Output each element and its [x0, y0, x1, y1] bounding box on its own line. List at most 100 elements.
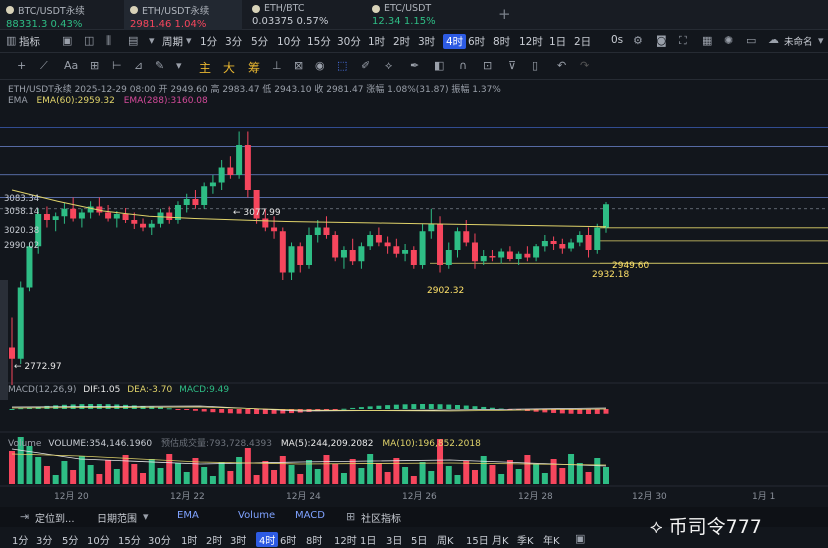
undo-icon[interactable]: ↶: [557, 59, 567, 72]
bottom-timeframe-14[interactable]: 3日: [386, 536, 403, 547]
bottom-timeframe-8[interactable]: 3时: [230, 536, 247, 547]
bottom-timeframe-6[interactable]: 1时: [181, 536, 198, 547]
bottom-timeframe-7[interactable]: 2时: [206, 536, 223, 547]
volume-bar: [419, 462, 426, 484]
brush-stroke-icon[interactable]: ✒: [410, 59, 420, 72]
period-button[interactable]: 周期: [162, 36, 183, 48]
scroll-handle[interactable]: [0, 280, 8, 400]
trendline-icon[interactable]: ⟋: [40, 59, 48, 72]
timeframe-13[interactable]: 1日: [549, 36, 567, 48]
cursor-icon[interactable]: ⬚: [337, 59, 348, 72]
timeframe-5[interactable]: 30分: [337, 36, 361, 48]
chevron-down-icon[interactable]: ▾: [818, 34, 824, 47]
ema-toggle[interactable]: EMA: [177, 510, 199, 521]
save-icon[interactable]: ▭: [746, 34, 757, 47]
cloud-icon[interactable]: ☁: [768, 33, 779, 46]
eye-icon[interactable]: ◉: [315, 59, 325, 72]
bottom-timeframe-17[interactable]: 15日: [466, 536, 489, 547]
bottom-timeframe-15[interactable]: 5日: [411, 536, 428, 547]
timeframe-6[interactable]: 1时: [368, 36, 386, 48]
lock-icon[interactable]: ⊡: [483, 59, 493, 72]
bottom-timeframe-12[interactable]: 12时: [334, 536, 357, 547]
timeframe-0[interactable]: 1分: [200, 36, 218, 48]
chevron-down-icon[interactable]: ▾: [176, 59, 182, 72]
bottom-timeframe-18[interactable]: 月K: [492, 536, 509, 547]
tab-3[interactable]: ETC/USDT 12.34 1.15%: [366, 0, 484, 30]
timeframe-2[interactable]: 5分: [251, 36, 269, 48]
brush-icon[interactable]: ✐: [361, 59, 371, 72]
calendar-icon[interactable]: ▣: [62, 34, 73, 47]
bottom-timeframe-0[interactable]: 1分: [12, 536, 29, 547]
text-icon[interactable]: Aa: [64, 59, 79, 72]
timeframe-3[interactable]: 10分: [277, 36, 301, 48]
pattern-icon[interactable]: ⊿: [134, 59, 144, 72]
timeframe-7[interactable]: 2时: [393, 36, 411, 48]
main-force-tool[interactable]: 主: [199, 61, 212, 75]
bottom-timeframe-16[interactable]: 周K: [437, 536, 454, 547]
ruler-icon[interactable]: ⊠: [294, 59, 304, 72]
date-range-button[interactable]: 日期范围: [97, 514, 137, 525]
replay-speed[interactable]: 0s: [611, 34, 624, 46]
add-tab-icon[interactable]: +: [498, 5, 511, 23]
path-icon[interactable]: ⟡: [385, 59, 393, 72]
ruler-icon[interactable]: ⊞: [90, 59, 100, 72]
magnet-icon[interactable]: ∩: [459, 59, 468, 72]
indicator-icon[interactable]: ▥: [6, 34, 17, 47]
timeframe-14[interactable]: 2日: [574, 36, 592, 48]
bottom-timeframe-9[interactable]: 4时: [256, 532, 279, 547]
timeframe-11[interactable]: 8时: [493, 36, 511, 48]
locate-icon[interactable]: ⇥: [20, 510, 30, 523]
indicator-button[interactable]: 指标: [19, 36, 40, 48]
calendar-icon[interactable]: ▣: [575, 532, 586, 545]
fullscreen-icon[interactable]: ⛶: [679, 34, 687, 47]
layout-grid-icon[interactable]: ▦: [702, 34, 713, 47]
camera-icon[interactable]: ◙: [656, 34, 667, 47]
settings-icon[interactable]: ⚙: [633, 34, 643, 47]
price-chart[interactable]: [0, 80, 828, 500]
community-icon[interactable]: ⊞: [346, 510, 356, 523]
timeframe-8[interactable]: 3时: [418, 36, 436, 48]
bottom-timeframe-2[interactable]: 5分: [62, 536, 79, 547]
gear-icon[interactable]: ✺: [724, 34, 734, 47]
bottom-timeframe-5[interactable]: 30分: [148, 536, 171, 547]
tab-2[interactable]: ETH/BTC 0.03375 0.57%: [246, 0, 364, 30]
bar-chart-icon[interactable]: ▤: [128, 34, 139, 47]
bottom-timeframe-19[interactable]: 季K: [517, 536, 534, 547]
layout-name[interactable]: 未命名: [784, 37, 813, 48]
crosshair-icon[interactable]: +: [17, 59, 27, 72]
bottom-timeframe-13[interactable]: 1日: [360, 536, 377, 547]
macd-bar: [219, 409, 225, 413]
chip-tool[interactable]: 筹: [248, 61, 261, 75]
pencil-icon[interactable]: ✎: [155, 59, 165, 72]
watermark: ⟡ 币司令777: [650, 516, 762, 538]
compare-icon[interactable]: ⫼: [106, 34, 112, 47]
tab-0[interactable]: BTC/USDT永续 88331.3 0.43%: [0, 0, 118, 30]
bottom-timeframe-1[interactable]: 3分: [36, 536, 53, 547]
bottom-timeframe-20[interactable]: 年K: [543, 536, 560, 547]
locate-button[interactable]: 定位到...: [35, 514, 75, 525]
redo-icon[interactable]: ↷: [580, 59, 590, 72]
macd-toggle[interactable]: MACD: [295, 510, 325, 521]
volume-toggle[interactable]: Volume: [238, 510, 276, 521]
bottom-timeframe-10[interactable]: 6时: [280, 536, 297, 547]
timeframe-4[interactable]: 15分: [307, 36, 331, 48]
chevron-down-icon[interactable]: ▾: [143, 510, 149, 523]
chevron-down-icon[interactable]: ▾: [186, 34, 192, 47]
bottom-timeframe-11[interactable]: 8时: [306, 536, 323, 547]
layout-icon[interactable]: ◫: [84, 34, 95, 47]
filter-icon[interactable]: ⊽: [508, 59, 517, 72]
timeframe-9[interactable]: 4时: [443, 34, 467, 49]
trash-icon[interactable]: ▯: [532, 59, 539, 72]
bottom-timeframe-4[interactable]: 15分: [118, 536, 141, 547]
timeframe-10[interactable]: 6时: [468, 36, 486, 48]
measure-icon[interactable]: ⊢: [112, 59, 122, 72]
big-order-tool[interactable]: 大: [223, 61, 236, 75]
bottom-timeframe-3[interactable]: 10分: [87, 536, 110, 547]
eraser-icon[interactable]: ◧: [434, 59, 445, 72]
timeframe-12[interactable]: 12时: [519, 36, 543, 48]
community-button[interactable]: 社区指标: [361, 514, 401, 525]
tab-1[interactable]: ETH/USDT永续 2981.46 1.04%: [124, 0, 242, 30]
fib-icon[interactable]: ⊥: [272, 59, 282, 72]
chevron-down-icon[interactable]: ▾: [149, 34, 155, 47]
timeframe-1[interactable]: 3分: [225, 36, 243, 48]
